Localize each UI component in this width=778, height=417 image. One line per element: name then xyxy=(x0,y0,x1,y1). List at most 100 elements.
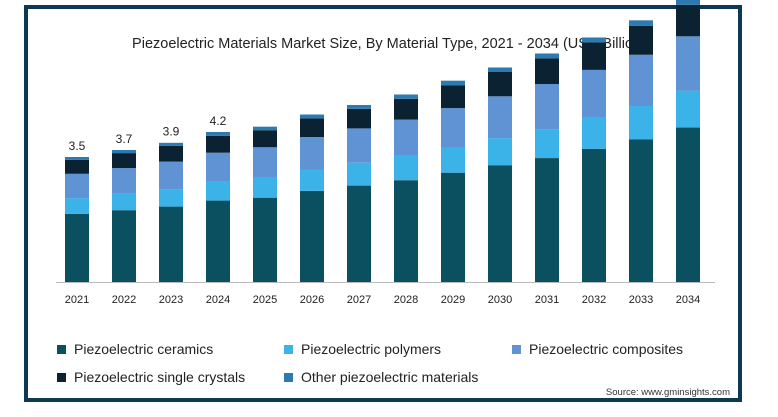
bar-segment-2033-polymers xyxy=(629,105,653,140)
bar-segment-2029-ceramics xyxy=(441,172,465,282)
bar-segment-2034-ceramics xyxy=(676,127,700,283)
bar-segment-2034-polymers xyxy=(676,90,700,128)
bar-top-2025 xyxy=(253,125,277,127)
x-tick-label-2024: 2024 xyxy=(206,294,230,306)
bar-segment-2024-other xyxy=(206,132,230,136)
bar-segment-2026-ceramics xyxy=(300,190,324,282)
bar-segment-2025-ceramics xyxy=(253,197,277,282)
x-tick-label-2032: 2032 xyxy=(582,294,606,306)
x-tick-label-2033: 2033 xyxy=(629,294,653,306)
legend-label-single-crystals: Piezoelectric single crystals xyxy=(74,369,246,385)
x-tick-label-2027: 2027 xyxy=(347,294,371,306)
bar-top-2032 xyxy=(582,36,606,38)
bar-segment-2025-other xyxy=(253,126,277,131)
data-label-2024: 4.2 xyxy=(210,114,227,128)
bar-top-2029 xyxy=(441,79,465,81)
legend-swatch-other xyxy=(284,372,293,382)
x-tick-label-2025: 2025 xyxy=(253,294,277,306)
bar-segment-2034-single_crystals xyxy=(676,4,700,37)
x-tick-label-2030: 2030 xyxy=(488,294,512,306)
bar-segment-2033-ceramics xyxy=(629,139,653,282)
bar-segment-2021-polymers xyxy=(65,198,89,214)
bar-segment-2028-composites xyxy=(394,119,418,156)
bar-segment-2029-composites xyxy=(441,108,465,147)
data-label-2021: 3.5 xyxy=(69,139,86,153)
bar-segment-2027-composites xyxy=(347,128,371,163)
bar-top-2023 xyxy=(159,141,183,143)
source-note: Source: www.gminsights.com xyxy=(605,387,730,398)
x-tick-label-2022: 2022 xyxy=(112,294,136,306)
bar-segment-2034-other xyxy=(676,0,700,5)
bar-segment-2031-ceramics xyxy=(535,158,559,282)
bar-segment-2027-ceramics xyxy=(347,185,371,282)
bar-top-2024 xyxy=(206,131,230,132)
bar-segment-2026-polymers xyxy=(300,169,324,191)
chart-frame xyxy=(24,5,742,402)
bar-segment-2030-single_crystals xyxy=(488,72,512,97)
bar-top-2026 xyxy=(300,113,324,115)
bar-segment-2022-other xyxy=(112,149,136,154)
bar-top-2030 xyxy=(488,66,512,68)
bar-segment-2023-polymers xyxy=(159,189,183,207)
x-tick-label-2021: 2021 xyxy=(65,294,89,306)
legend-label-other: Other piezoelectric materials xyxy=(301,369,479,385)
bar-segment-2032-composites xyxy=(582,69,606,118)
legend-item-ceramics: Piezoelectric ceramics xyxy=(57,341,213,357)
legend-swatch-polymers xyxy=(284,344,293,354)
legend-item-other: Other piezoelectric materials xyxy=(284,369,478,385)
bar-segment-2032-other xyxy=(582,37,606,43)
x-tick-label-2031: 2031 xyxy=(535,294,559,306)
x-tick-label-2034: 2034 xyxy=(676,294,700,306)
bar-top-2031 xyxy=(535,52,559,54)
bar-segment-2028-ceramics xyxy=(394,180,418,282)
bar-segment-2024-composites xyxy=(206,152,230,182)
bar-segment-2031-polymers xyxy=(535,129,559,158)
x-tick-label-2028: 2028 xyxy=(394,294,418,306)
bar-segment-2022-composites xyxy=(112,168,136,194)
bar-segment-2030-other xyxy=(488,67,512,72)
bar-segment-2021-other xyxy=(65,157,89,160)
bar-segment-2028-single_crystals xyxy=(394,98,418,120)
bar-top-2022 xyxy=(112,148,136,150)
bar-top-2028 xyxy=(394,93,418,95)
x-tick-label-2029: 2029 xyxy=(441,294,465,306)
bar-segment-2027-single_crystals xyxy=(347,108,371,129)
bar-segment-2027-polymers xyxy=(347,162,371,186)
bar-segment-2029-polymers xyxy=(441,147,465,173)
bar-segment-2031-composites xyxy=(535,84,559,130)
bar-segment-2021-ceramics xyxy=(65,213,89,282)
bar-segment-2033-single_crystals xyxy=(629,25,653,55)
bar-segment-2032-ceramics xyxy=(582,148,606,282)
bar-segment-2025-single_crystals xyxy=(253,130,277,148)
bar-segment-2022-ceramics xyxy=(112,210,136,282)
bar-segment-2032-polymers xyxy=(582,117,606,149)
bar-segment-2032-single_crystals xyxy=(582,42,606,70)
bar-segment-2027-other xyxy=(347,104,371,109)
bar-segment-2031-single_crystals xyxy=(535,58,559,85)
legend-swatch-composites xyxy=(512,344,521,354)
bar-segment-2025-composites xyxy=(253,147,277,178)
bar-segment-2030-polymers xyxy=(488,138,512,166)
legend-label-ceramics: Piezoelectric ceramics xyxy=(74,341,214,357)
bar-segment-2025-polymers xyxy=(253,177,277,198)
legend-swatch-single-crystals xyxy=(57,372,66,382)
legend-item-single-crystals: Piezoelectric single crystals xyxy=(57,369,245,385)
bar-segment-2022-single_crystals xyxy=(112,153,136,169)
bar-segment-2030-composites xyxy=(488,96,512,139)
data-label-2022: 3.7 xyxy=(116,132,133,146)
bar-segment-2029-other xyxy=(441,80,465,86)
bar-segment-2034-composites xyxy=(676,36,700,91)
bar-segment-2026-composites xyxy=(300,137,324,170)
bar-top-2033 xyxy=(629,19,653,21)
bar-segment-2024-single_crystals xyxy=(206,135,230,153)
bar-segment-2021-single_crystals xyxy=(65,159,89,174)
bar-segment-2022-polymers xyxy=(112,193,136,211)
legend-label-composites: Piezoelectric composites xyxy=(529,341,684,357)
chart-title: Piezoelectric Materials Market Size, By … xyxy=(132,36,646,52)
bar-top-2021 xyxy=(65,156,89,157)
bar-segment-2026-other xyxy=(300,114,324,119)
data-label-2023: 3.9 xyxy=(163,125,180,139)
bar-segment-2023-composites xyxy=(159,161,183,190)
bar-segment-2023-single_crystals xyxy=(159,145,183,162)
